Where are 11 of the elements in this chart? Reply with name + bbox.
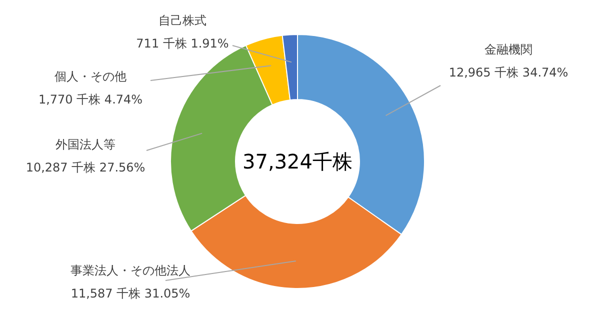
- slice-label: 金融機関: [484, 42, 532, 56]
- data-label: 1,770 千株 4.74%: [38, 92, 143, 106]
- slice-label: 自己株式: [158, 14, 206, 28]
- slice-label: 個人・その他: [54, 70, 126, 84]
- slice-label: 外国法人等: [56, 138, 116, 152]
- data-label: 11,587 千株 31.05%: [70, 286, 190, 300]
- text: 37,324千株: [242, 150, 352, 174]
- data-label: 10,287 千株 27.56%: [26, 160, 146, 174]
- data-label: 12,965 千株 34.74%: [448, 66, 568, 80]
- data-label: 711 千株 1.91%: [136, 36, 229, 50]
- slice-label: 事業法人・その他法人: [70, 264, 190, 278]
